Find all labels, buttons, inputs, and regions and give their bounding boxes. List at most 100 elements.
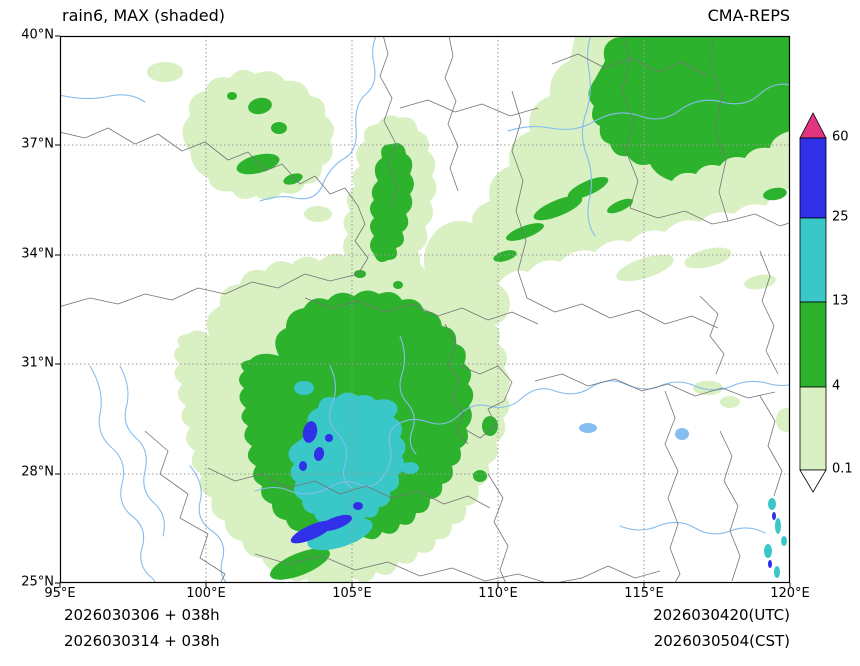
gridlines (60, 36, 790, 583)
precip-shape (588, 36, 790, 181)
precip-shape (319, 514, 353, 532)
colorbar-tick-label: 13 (832, 293, 849, 309)
boundary-line (304, 297, 539, 325)
river-line (619, 521, 766, 535)
river-line (259, 36, 377, 202)
precip-shape (307, 517, 373, 551)
precip-shape (493, 250, 517, 262)
lake-shape (579, 423, 597, 433)
boundary-line (581, 565, 661, 579)
map-content (60, 36, 790, 583)
x-tick-label: 110°E (478, 586, 518, 601)
boundary-line (699, 295, 725, 375)
precip-shape (684, 247, 732, 269)
colorbar (799, 112, 827, 493)
precip-shape (299, 461, 307, 471)
precip-shape (358, 399, 398, 425)
precip-shape (294, 381, 314, 395)
y-tick-label: 28°N (21, 464, 54, 480)
init-time-utc-label: 2026030306 + 038h (64, 606, 220, 624)
x-tick-label: 115°E (624, 586, 664, 601)
y-tick-label: 31°N (21, 355, 54, 371)
init-time-cst-label: 2026030314 + 038h (64, 632, 220, 650)
river-line (119, 365, 165, 537)
precip-shape (781, 536, 787, 546)
river-line (329, 365, 353, 489)
precip-cyan-band (288, 381, 787, 578)
precip-shape (567, 177, 609, 199)
boundary-line (444, 323, 469, 445)
precip-shape (772, 512, 776, 520)
boundary-line (621, 36, 639, 209)
boundary-line (709, 36, 729, 222)
boundary-line (664, 390, 681, 583)
precip-shape (313, 447, 325, 461)
river-line (60, 94, 146, 103)
x-tick-label: 105°E (332, 586, 372, 601)
precip-shape (248, 97, 272, 115)
boundary-line (254, 553, 583, 583)
precip-shape (776, 408, 790, 432)
x-tick-label: 100°E (186, 586, 226, 601)
precip-shape (302, 421, 318, 443)
river-line (399, 335, 417, 455)
river-line (189, 465, 228, 583)
precip-shape (774, 566, 780, 578)
precip-shape (270, 548, 330, 580)
precip-shape (271, 122, 287, 134)
colorbar-segment-pale (799, 386, 827, 471)
precip-shape (533, 195, 583, 221)
map-axes-group (55, 35, 791, 588)
y-tick-label: 34°N (21, 246, 54, 262)
precip-shape (768, 498, 776, 510)
precip-shape (473, 470, 487, 482)
precip-shape (506, 223, 544, 241)
precip-shape (607, 198, 633, 214)
x-tick-label: 95°E (44, 586, 76, 601)
precip-blue-band (290, 421, 776, 568)
lake-shape (675, 428, 689, 440)
precip-shape (288, 392, 406, 527)
boundary-line (144, 430, 226, 583)
valid-time-cst-label: 2026030504(CST) (653, 632, 790, 650)
boundary-line (551, 53, 709, 77)
river-line (89, 365, 157, 583)
model-name-label: CMA-REPS (707, 6, 790, 25)
precip-shape (353, 502, 363, 510)
river-line (254, 380, 790, 495)
precip-shape (325, 434, 333, 442)
colorbar-segment-green (799, 301, 827, 388)
boundary-line (719, 430, 741, 582)
precip-shape (720, 396, 740, 408)
boundary-line (60, 127, 369, 307)
colorbar-under-arrow (799, 469, 827, 493)
precip-shape (744, 274, 776, 290)
boundary-line (759, 250, 779, 375)
colorbar-tick-label: 60 (832, 129, 849, 145)
plot-frame (59, 35, 791, 584)
boundary-line (444, 36, 459, 192)
precip-shape (354, 270, 366, 278)
boundary-line (526, 297, 719, 329)
rivers (60, 36, 790, 583)
boundary-line (534, 373, 776, 399)
precip-shape (693, 381, 723, 395)
precip-shape (227, 92, 237, 100)
boundary-line (511, 90, 528, 299)
river-line (581, 36, 596, 237)
boundary-line (487, 473, 509, 583)
boundary-line (629, 207, 790, 227)
precip-shape (401, 462, 419, 474)
boundary-line (759, 395, 783, 497)
y-tick-label: 25°N (21, 574, 54, 590)
precip-shape (764, 544, 772, 558)
boundary-line (459, 365, 513, 439)
boundary-line (207, 467, 491, 509)
precip-shape (763, 187, 787, 201)
lakes (579, 423, 689, 440)
y-tick-label: 40°N (21, 27, 54, 43)
valid-time-utc-label: 2026030420(UTC) (653, 606, 790, 624)
y-tick-label: 37°N (21, 136, 54, 152)
